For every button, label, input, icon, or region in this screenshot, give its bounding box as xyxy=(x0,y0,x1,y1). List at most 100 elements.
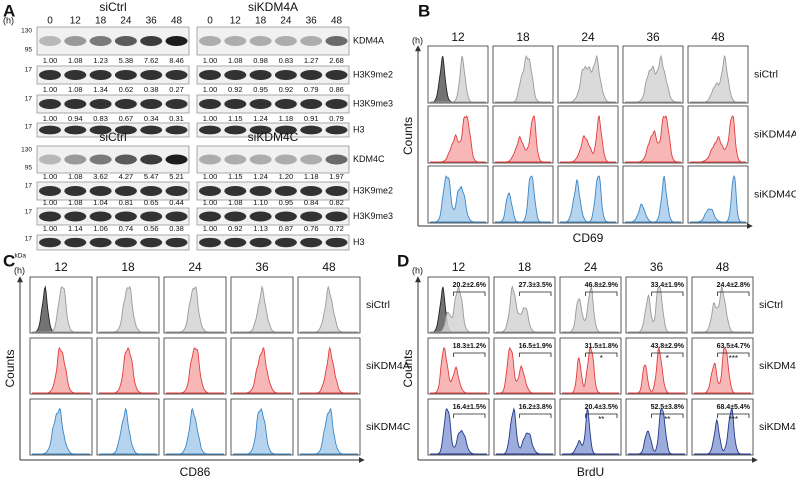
blot-band xyxy=(114,99,137,109)
blot-band xyxy=(140,237,163,248)
percent-label: 33.4±1.9% xyxy=(651,282,685,289)
histogram-frame xyxy=(427,398,490,456)
histogram xyxy=(430,408,487,455)
gate-bracket xyxy=(585,352,618,357)
blot-band xyxy=(140,36,163,46)
mw-marker: 130 xyxy=(21,147,32,154)
histogram xyxy=(690,174,746,223)
significance: * xyxy=(666,354,669,363)
histogram-frame xyxy=(493,276,556,334)
time-label: 12 xyxy=(70,16,82,27)
blot-box xyxy=(36,26,190,56)
quantification: 1.00 xyxy=(43,85,58,94)
quantification: 1.00 xyxy=(43,198,58,207)
histogram-frame xyxy=(625,398,688,456)
blot-band xyxy=(274,211,297,222)
histogram xyxy=(430,115,486,163)
blot-band xyxy=(140,186,163,196)
blot-band xyxy=(64,70,87,80)
quantification: 0.86 xyxy=(329,85,344,94)
quantification: 1.00 xyxy=(203,114,218,123)
quantification: 1.20 xyxy=(279,172,294,181)
blot-row-label: H3 xyxy=(353,237,365,247)
panel-label: D xyxy=(397,251,409,270)
blot-band xyxy=(224,70,247,80)
histogram xyxy=(430,285,487,333)
histogram-frame xyxy=(297,398,361,456)
quantification: 1.08 xyxy=(68,198,83,207)
blot-band xyxy=(300,154,323,165)
blot-band xyxy=(224,186,247,196)
blot-band xyxy=(39,211,61,222)
quantification: 0.62 xyxy=(119,85,134,94)
histogram xyxy=(233,285,291,333)
condition-label: siKDM4C xyxy=(366,421,411,433)
quantification: 0.76 xyxy=(304,224,319,233)
histogram xyxy=(166,347,224,394)
histogram-frame xyxy=(163,398,227,456)
histogram xyxy=(233,407,291,455)
histogram-frame xyxy=(691,337,754,395)
condition-label: siCtrl xyxy=(754,68,778,80)
blot-band xyxy=(199,211,221,222)
blot-band xyxy=(325,186,348,196)
quantification: 0.79 xyxy=(329,114,344,123)
time-label: 12 xyxy=(54,260,68,274)
blot-row-label: H3K9me3 xyxy=(353,211,393,221)
time-label: 36 xyxy=(306,16,318,27)
mw-marker: 17 xyxy=(25,67,33,74)
histogram xyxy=(625,175,681,223)
percent-label: 63.5±4.7% xyxy=(717,343,751,350)
histogram-frame xyxy=(427,337,490,395)
blot-band xyxy=(300,36,323,46)
percent-label: 27.3±3.5% xyxy=(519,282,553,289)
quantification: 0.31 xyxy=(169,114,184,123)
histogram xyxy=(495,115,551,163)
y-axis-label: Counts xyxy=(401,349,415,387)
histogram xyxy=(694,285,751,333)
mw-marker: 17 xyxy=(25,209,33,216)
blot-band xyxy=(325,36,348,46)
histogram-frame xyxy=(559,337,622,395)
histogram xyxy=(32,408,90,455)
time-label: 18 xyxy=(518,260,532,274)
quantification: 1.10 xyxy=(253,198,268,207)
blot-band xyxy=(300,70,323,80)
percent-label: 68.4±5.4% xyxy=(717,404,751,411)
histogram-frame xyxy=(427,45,489,104)
mw-marker: 17 xyxy=(25,183,33,190)
time-unit: (h) xyxy=(412,265,423,275)
histogram xyxy=(628,346,685,394)
percent-label: 31.5±1.8% xyxy=(585,343,619,350)
blot-band xyxy=(140,125,163,135)
quantification: 1.08 xyxy=(68,56,83,65)
blot-band xyxy=(114,70,137,80)
quantification: 4.27 xyxy=(119,172,134,181)
quantification: 1.08 xyxy=(68,172,83,181)
quantification: 0.74 xyxy=(119,224,134,233)
blot-band xyxy=(165,125,188,135)
gate-bracket xyxy=(453,413,486,418)
time-label: 12 xyxy=(230,16,242,27)
blot-band xyxy=(64,125,87,135)
gate-bracket xyxy=(717,413,750,418)
histogram-frame xyxy=(493,398,556,456)
percent-label: 16.2±3.8% xyxy=(519,404,553,411)
quantification: 1.00 xyxy=(203,198,218,207)
time-label: 48 xyxy=(711,30,725,44)
blot-band xyxy=(249,36,272,46)
time-label: 24 xyxy=(584,260,598,274)
gate-bracket xyxy=(651,352,684,357)
quantification: 0.81 xyxy=(119,198,134,207)
histogram xyxy=(300,346,358,394)
x-axis-label: BrdU xyxy=(577,465,604,479)
blot-row-label: H3 xyxy=(353,124,365,134)
histogram xyxy=(32,286,90,333)
histogram-frame xyxy=(29,337,93,395)
blot-band xyxy=(64,211,87,222)
gate-bracket xyxy=(519,291,552,296)
time-label: 0 xyxy=(47,16,53,27)
quantification: 0.94 xyxy=(68,114,83,123)
quantification: 5.47 xyxy=(144,172,159,181)
blot-header: siKDM4A xyxy=(248,0,298,14)
